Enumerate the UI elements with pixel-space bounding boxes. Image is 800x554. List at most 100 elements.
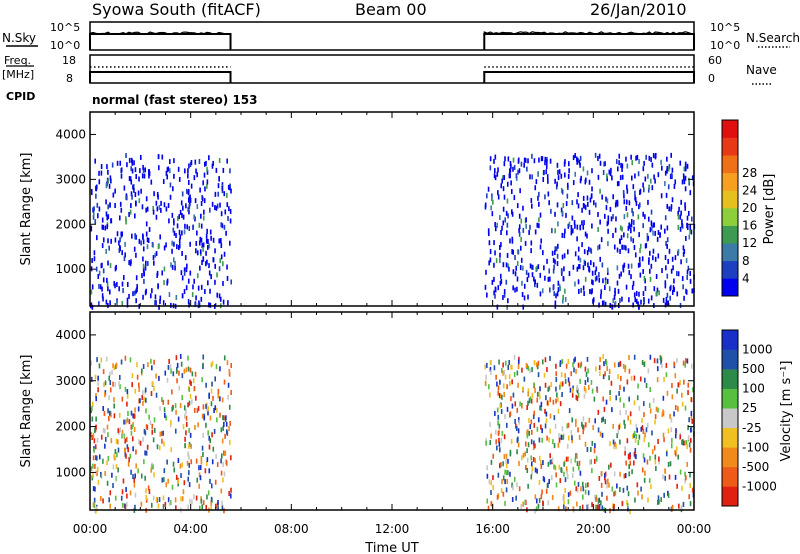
echo-mark — [602, 278, 604, 284]
velocity-ylabel: Slant Range [km] — [19, 355, 34, 468]
echo-mark — [537, 195, 539, 201]
echo-mark — [500, 229, 502, 235]
echo-mark — [549, 287, 551, 293]
echo-mark — [600, 500, 602, 506]
echo-mark — [155, 251, 158, 257]
echo-mark — [538, 391, 541, 397]
echo-mark — [584, 260, 587, 266]
echo-mark — [141, 173, 144, 179]
echo-mark — [183, 229, 186, 235]
echo-mark — [572, 506, 575, 512]
echo-mark — [527, 294, 529, 300]
echo-mark — [200, 237, 203, 243]
echo-mark — [498, 441, 501, 447]
echo-mark — [518, 224, 521, 230]
echo-mark — [146, 206, 149, 212]
echo-mark — [486, 362, 488, 368]
echo-mark — [670, 417, 673, 423]
echo-mark — [551, 457, 554, 463]
echo-mark — [648, 257, 650, 263]
echo-mark — [155, 300, 157, 306]
echo-mark — [132, 474, 134, 480]
echo-mark — [565, 456, 568, 462]
echo-mark — [107, 178, 110, 184]
echo-mark — [209, 288, 211, 294]
echo-mark — [634, 453, 637, 459]
echo-mark — [612, 194, 614, 200]
nsearch-trace-0 — [89, 31, 229, 35]
echo-mark — [584, 276, 587, 282]
nave-tick-top: 60 — [708, 54, 722, 67]
echo-mark — [606, 221, 609, 227]
echo-mark — [531, 174, 533, 180]
echo-mark — [153, 427, 156, 433]
echo-mark — [211, 361, 214, 367]
echo-mark — [152, 255, 155, 261]
echo-mark — [159, 295, 162, 301]
echo-mark — [173, 220, 175, 226]
echo-mark — [654, 454, 657, 460]
echo-mark — [513, 372, 516, 378]
echo-mark — [630, 228, 632, 234]
echo-mark — [634, 195, 636, 201]
echo-mark — [502, 294, 504, 300]
echo-mark — [627, 415, 629, 421]
echo-mark — [188, 470, 190, 476]
echo-mark — [485, 440, 487, 446]
echo-mark — [102, 369, 105, 375]
echo-mark — [597, 155, 599, 161]
echo-mark — [561, 254, 564, 260]
echo-mark — [502, 491, 505, 497]
echo-mark — [536, 222, 539, 228]
echo-mark — [117, 428, 120, 434]
echo-mark — [165, 482, 168, 488]
echo-mark — [626, 379, 629, 385]
echo-mark — [93, 206, 95, 212]
echo-mark — [595, 266, 598, 272]
echo-mark — [146, 237, 149, 243]
echo-mark — [210, 388, 213, 394]
echo-mark — [627, 491, 630, 497]
echo-mark — [560, 467, 562, 473]
echo-mark — [546, 435, 548, 441]
echo-mark — [601, 417, 603, 423]
echo-mark — [671, 383, 673, 389]
echo-mark — [506, 252, 509, 258]
echo-mark — [183, 405, 186, 411]
echo-mark — [641, 425, 644, 431]
echo-mark — [660, 224, 663, 230]
echo-mark — [592, 297, 595, 303]
echo-mark — [558, 437, 561, 443]
echo-mark — [507, 263, 509, 269]
echo-mark — [572, 388, 574, 394]
echo-mark — [90, 226, 93, 232]
echo-mark — [161, 154, 164, 160]
echo-mark — [547, 191, 550, 197]
echo-mark — [654, 414, 657, 420]
echo-mark — [514, 254, 516, 260]
echo-mark — [487, 231, 490, 237]
echo-mark — [606, 198, 609, 204]
echo-mark — [541, 359, 544, 365]
echo-mark — [557, 442, 560, 448]
echo-mark — [158, 375, 160, 381]
echo-mark — [589, 197, 592, 203]
echo-mark — [216, 407, 218, 413]
echo-mark — [587, 482, 589, 488]
echo-mark — [193, 494, 195, 500]
echo-mark — [573, 367, 575, 373]
echo-mark — [101, 217, 104, 223]
echo-mark — [656, 236, 659, 242]
echo-mark — [665, 265, 667, 271]
echo-mark — [206, 228, 208, 234]
echo-mark — [106, 424, 109, 430]
echo-mark — [180, 361, 183, 367]
echo-mark — [679, 469, 682, 475]
echo-mark — [520, 257, 523, 263]
colorbar-swatch — [722, 466, 738, 487]
echo-mark — [541, 489, 543, 495]
echo-mark — [598, 497, 601, 503]
echo-mark — [208, 243, 211, 249]
echo-mark — [570, 371, 573, 377]
echo-mark — [559, 361, 562, 367]
